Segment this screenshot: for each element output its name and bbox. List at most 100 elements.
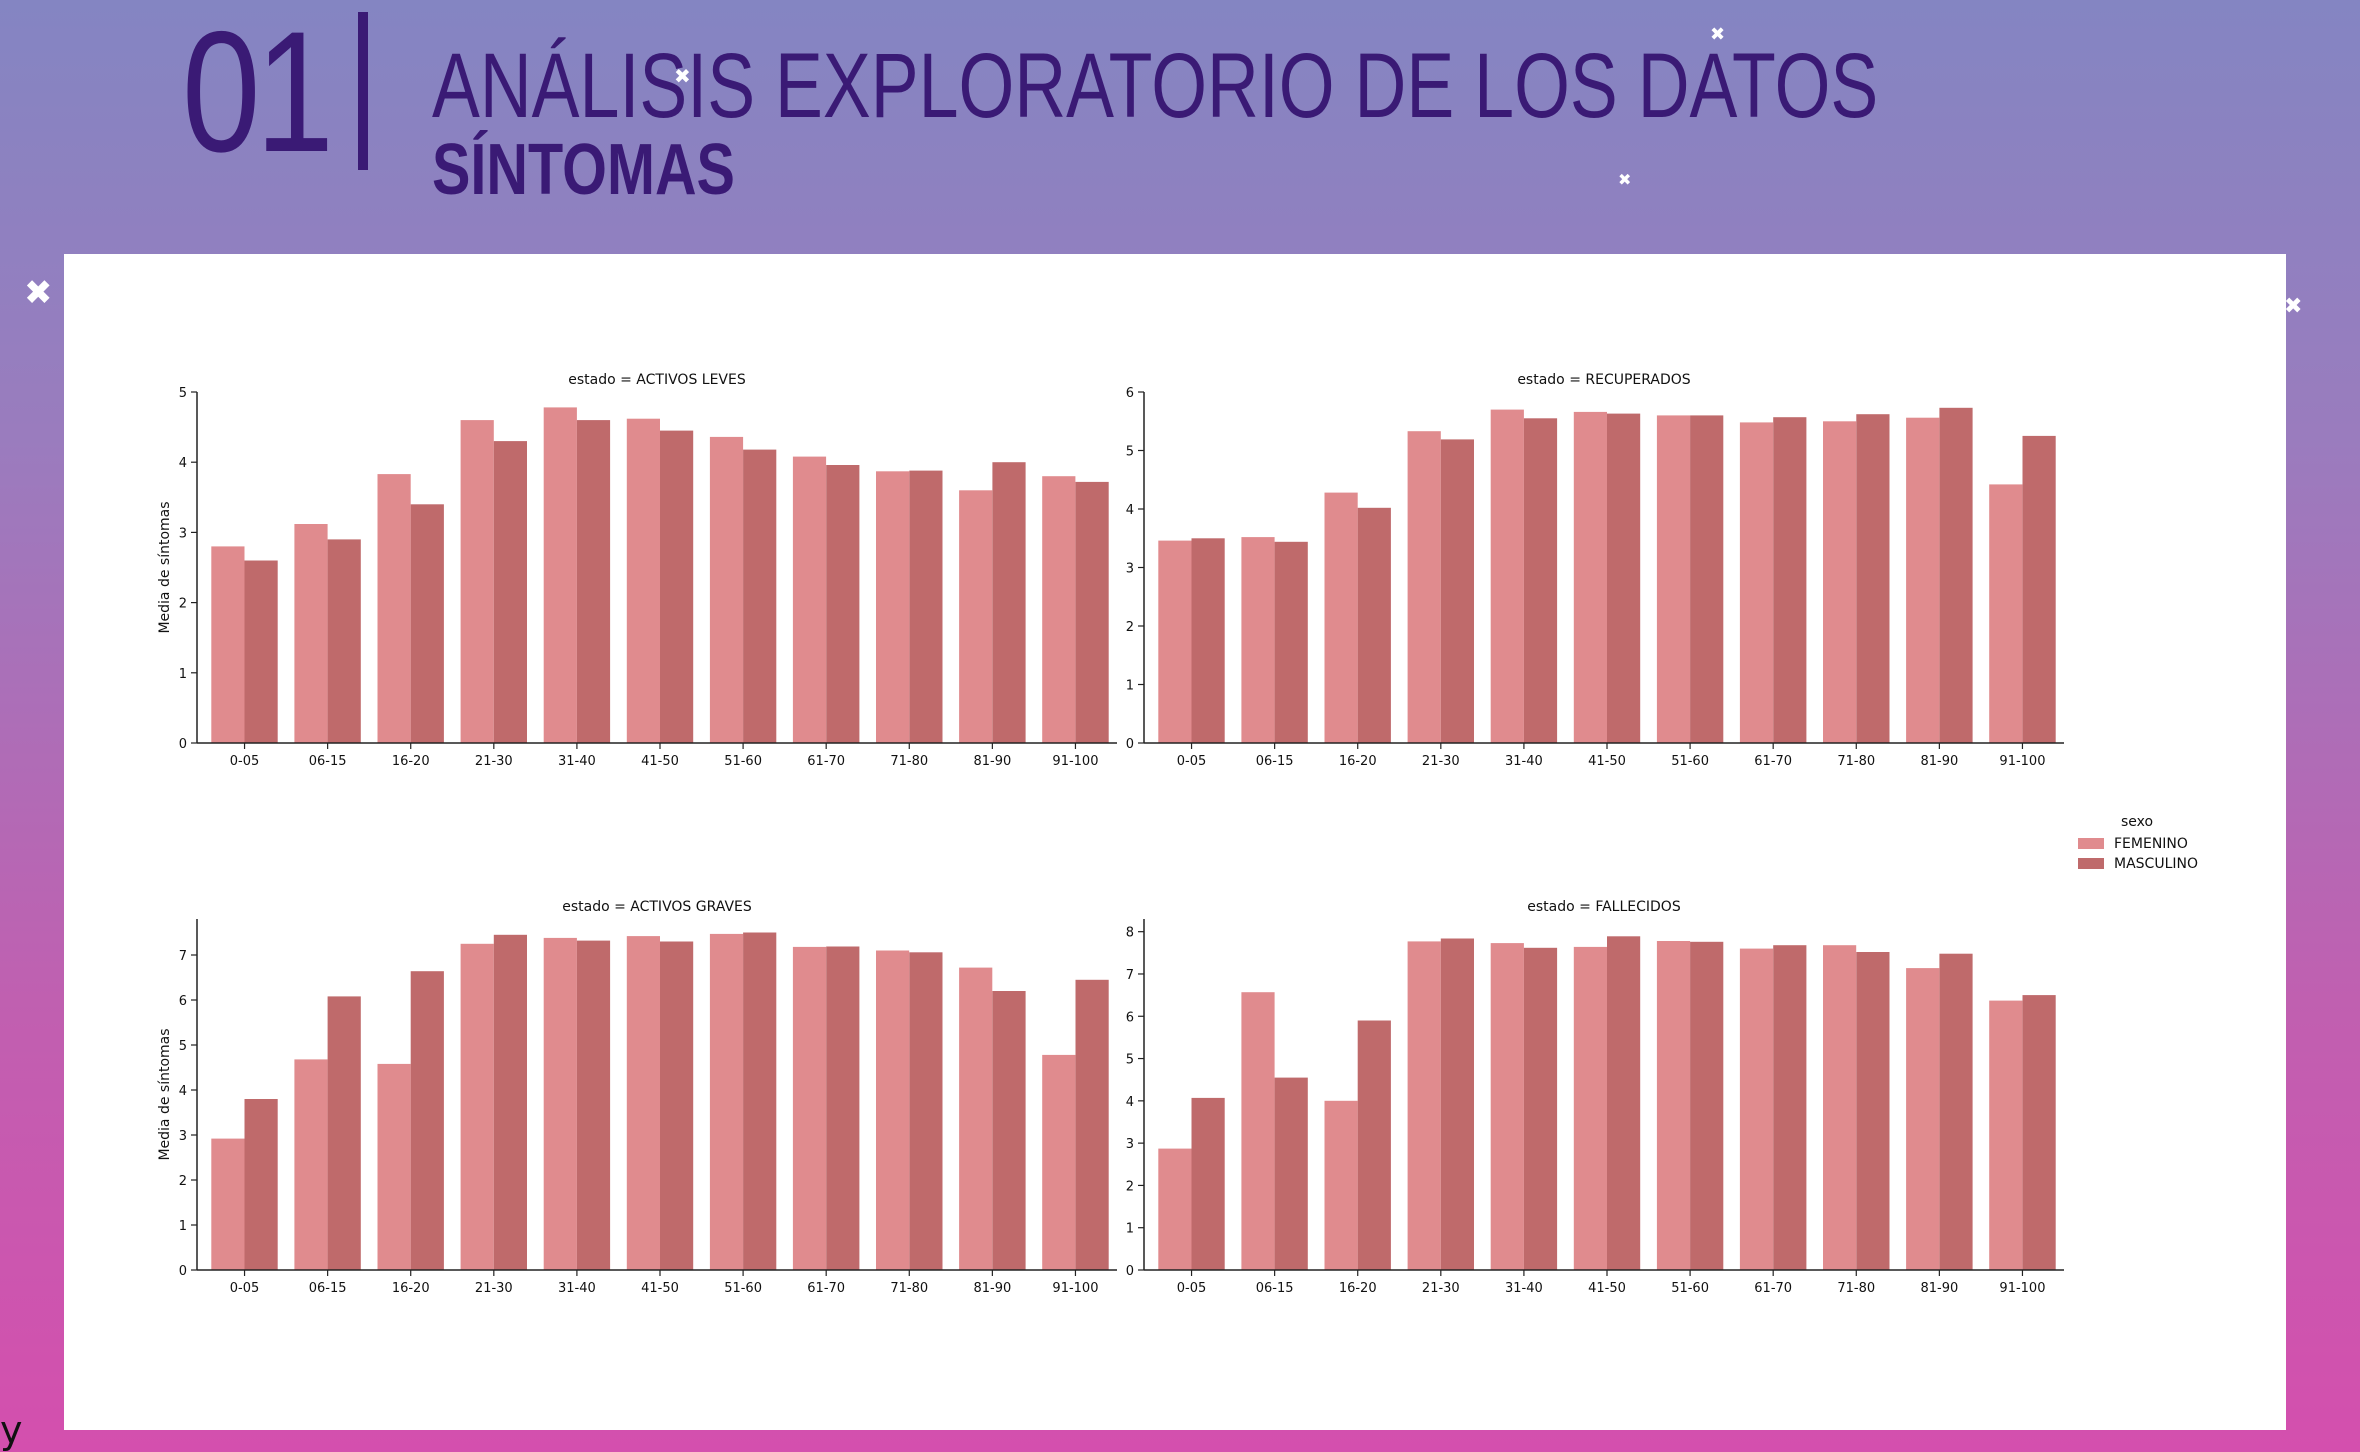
bar-femenino-31-40 <box>543 407 577 743</box>
bar-femenino-71-80 <box>1823 945 1857 1270</box>
x-tick-label: 81-90 <box>1920 754 1958 769</box>
y-tick-label: 4 <box>179 456 187 471</box>
chart-title: estado = ACTIVOS GRAVES <box>562 899 752 915</box>
x-tick-label: 91-100 <box>1999 1281 2045 1296</box>
x-tick-label: 16-20 <box>1339 754 1377 769</box>
y-tick-label: 0 <box>1126 737 1134 752</box>
bar-masculino-0-05 <box>1191 1097 1225 1270</box>
y-tick-label: 2 <box>179 1174 187 1189</box>
y-tick-label: 5 <box>1126 445 1134 460</box>
bar-femenino-16-20 <box>1324 1100 1358 1270</box>
corner-letter: y <box>0 1408 23 1452</box>
bar-masculino-71-80 <box>1856 952 1890 1270</box>
bar-masculino-71-80 <box>909 470 943 743</box>
x-tick-label: 16-20 <box>392 754 430 769</box>
bar-femenino-21-30 <box>460 420 494 743</box>
x-tick-label: 31-40 <box>558 1281 596 1296</box>
x-tick-label: 31-40 <box>1505 754 1543 769</box>
page-title: ANÁLISIS EXPLORATORIO DE LOS DATOS <box>432 35 1879 137</box>
x-tick-label: 51-60 <box>724 1281 762 1296</box>
bar-femenino-0-05 <box>1158 540 1192 743</box>
bar-masculino-0-05 <box>1191 538 1225 744</box>
y-tick-label: 3 <box>1126 1137 1134 1152</box>
bar-femenino-06-15 <box>294 1059 328 1270</box>
chart-panel-3: estado = FALLECIDOS 0 1 2 3 4 5 6 7 8 0-05 06-15 16-… <box>1126 899 2064 1296</box>
y-tick-label: 5 <box>1126 1053 1134 1068</box>
bar-masculino-06-15 <box>1274 541 1308 743</box>
bar-masculino-21-30 <box>493 441 527 743</box>
bar-femenino-71-80 <box>876 950 910 1270</box>
legend-swatch-femenino <box>2078 838 2104 849</box>
y-tick-label: 1 <box>1126 679 1134 694</box>
bar-femenino-81-90 <box>959 490 993 743</box>
bar-femenino-71-80 <box>1823 421 1857 744</box>
bar-femenino-61-70 <box>1739 948 1774 1270</box>
x-tick-label: 06-15 <box>1256 1281 1294 1296</box>
y-tick-label: 6 <box>179 994 187 1009</box>
x-tick-label: 21-30 <box>1422 754 1460 769</box>
x-tick-label: 91-100 <box>1999 754 2045 769</box>
x-tick-label: 41-50 <box>1588 1281 1626 1296</box>
bar-femenino-16-20 <box>1324 492 1358 743</box>
y-tick-label: 1 <box>179 667 187 682</box>
x-tick-label: 06-15 <box>309 1281 347 1296</box>
bar-femenino-91-100 <box>1989 484 2023 743</box>
bar-masculino-06-15 <box>1274 1077 1308 1270</box>
x-tick-label: 0-05 <box>230 754 260 769</box>
y-tick-label: 2 <box>179 597 187 612</box>
sparkle-star-icon: ✖ <box>1710 24 1726 45</box>
y-tick-label: 4 <box>1126 503 1134 518</box>
bar-masculino-41-50 <box>1607 413 1641 743</box>
bar-masculino-71-80 <box>1856 414 1890 743</box>
bar-femenino-0-05 <box>1158 1148 1192 1270</box>
bar-femenino-16-20 <box>377 1063 411 1270</box>
chart-panel-0: estado = ACTIVOS LEVES Media de síntomas 0… <box>157 372 1117 769</box>
x-tick-label: 61-70 <box>807 754 845 769</box>
bar-femenino-21-30 <box>460 943 494 1271</box>
y-tick-label: 5 <box>179 1039 187 1054</box>
bar-femenino-21-30 <box>1407 941 1441 1270</box>
bar-femenino-21-30 <box>1407 431 1441 743</box>
bar-masculino-91-100 <box>1075 979 1109 1271</box>
bar-femenino-91-100 <box>1042 1054 1076 1270</box>
bar-masculino-41-50 <box>660 430 694 743</box>
bar-femenino-71-80 <box>876 471 910 743</box>
x-tick-label: 41-50 <box>641 1281 679 1296</box>
legend-title: sexo <box>2121 814 2153 830</box>
x-tick-label: 21-30 <box>475 1281 513 1296</box>
bar-masculino-41-50 <box>660 941 694 1270</box>
y-tick-label: 6 <box>1126 386 1134 401</box>
bar-femenino-0-05 <box>211 546 245 743</box>
chart-title: estado = FALLECIDOS <box>1527 899 1681 915</box>
bar-masculino-31-40 <box>1523 418 1558 743</box>
x-tick-label: 06-15 <box>1256 754 1294 769</box>
x-tick-label: 0-05 <box>230 1281 260 1296</box>
x-tick-label: 61-70 <box>807 1281 845 1296</box>
y-tick-label: 0 <box>179 1264 187 1279</box>
sparkle-star-icon: ✖ <box>1618 170 1632 189</box>
bar-masculino-51-60 <box>743 932 777 1270</box>
sparkle-star-icon: ✖ <box>674 64 691 88</box>
chart-title: estado = RECUPERADOS <box>1517 372 1690 388</box>
bar-masculino-51-60 <box>1690 941 1724 1270</box>
bar-masculino-81-90 <box>1939 407 1973 743</box>
x-tick-label: 81-90 <box>973 1281 1011 1296</box>
x-tick-label: 31-40 <box>558 754 596 769</box>
x-tick-label: 21-30 <box>475 754 513 769</box>
y-tick-label: 7 <box>1126 968 1134 983</box>
bar-masculino-16-20 <box>1357 507 1391 743</box>
legend-swatch-masculino <box>2078 858 2104 869</box>
bar-masculino-51-60 <box>1690 415 1724 743</box>
x-tick-label: 31-40 <box>1505 1281 1543 1296</box>
bar-femenino-81-90 <box>1906 417 1940 743</box>
bar-masculino-61-70 <box>1773 417 1807 743</box>
bar-masculino-31-40 <box>576 940 611 1270</box>
bar-masculino-91-100 <box>2022 435 2056 743</box>
x-tick-label: 51-60 <box>1671 1281 1709 1296</box>
x-tick-label: 06-15 <box>309 754 347 769</box>
legend-label-masculino: MASCULINO <box>2114 856 2198 872</box>
x-tick-label: 0-05 <box>1177 754 1207 769</box>
y-tick-label: 3 <box>179 1129 187 1144</box>
bar-masculino-21-30 <box>1440 938 1474 1270</box>
legend: sexo FEMENINO MASCULINO <box>2078 814 2198 872</box>
